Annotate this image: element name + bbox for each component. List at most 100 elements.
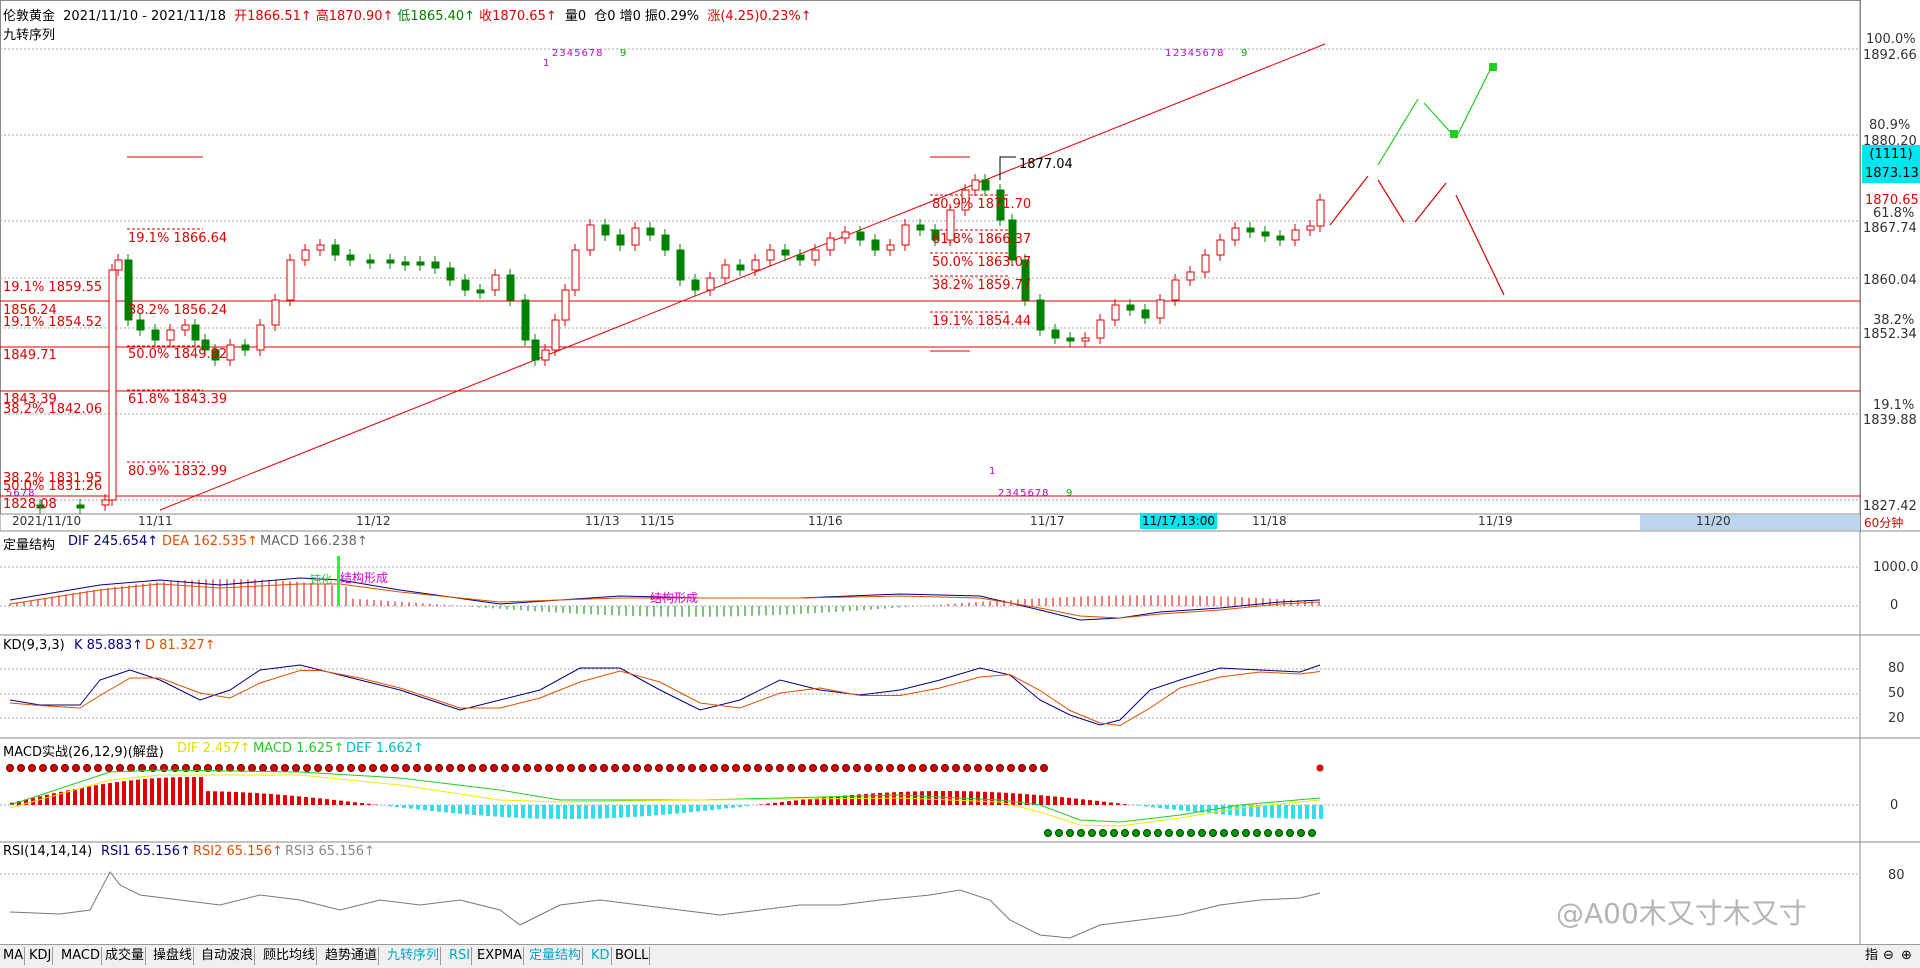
zoom-out-icon[interactable]: ⊖ <box>1882 947 1895 965</box>
level-label: 1849.71 <box>3 348 57 363</box>
fib-label: 19.1% 1854.44 <box>932 314 1031 329</box>
time-label: 11/17 <box>1030 514 1065 528</box>
chart-canvas[interactable] <box>0 0 1920 944</box>
macd2-histogram <box>7 765 1324 837</box>
fib-label: 50.0% 1863.07 <box>932 255 1031 270</box>
seq-number: 1 <box>1165 48 1171 59</box>
rsi-line <box>10 872 1320 938</box>
panel-title: MACD实战(26,12,9)(解盘) <box>3 741 164 760</box>
zoom-in-icon[interactable]: ⊕ <box>1900 947 1913 965</box>
tab-expma[interactable]: EXPMA <box>476 947 524 965</box>
seq-number: 9 <box>1241 48 1247 59</box>
panel-note: 结构形成 <box>340 569 388 586</box>
high-mark-label: 1877.04 <box>1019 157 1073 172</box>
axis-label: 1892.66 <box>1863 48 1917 63</box>
fib-label: 61.8% 1843.39 <box>128 392 227 407</box>
rsi3-value: RSI3 65.156↑ <box>285 844 375 859</box>
def-value: DEF 1.662↑ <box>346 741 424 756</box>
axis-label: 1860.04 <box>1863 273 1917 288</box>
fib-label: 19.1% 1866.64 <box>128 231 227 246</box>
change-value: 涨(4.25)0.23%↑ <box>707 9 811 24</box>
tab-kdj[interactable]: KDJ <box>28 947 53 965</box>
seq-number: 9 <box>1066 488 1072 499</box>
axis-label: 80.9% <box>1869 118 1910 133</box>
time-label: 11/11 <box>138 514 173 528</box>
low-value: 低1865.40↑ <box>397 9 475 24</box>
fib-label: 80.9% 1832.99 <box>128 464 227 479</box>
current-box-count: (1111) <box>1865 147 1917 162</box>
time-label: 11/20 <box>1696 514 1731 528</box>
tab-trade-line[interactable]: 操盘线 <box>152 947 194 965</box>
current-box-price: 1873.13 <box>1865 166 1919 181</box>
kd-lines <box>10 665 1320 726</box>
time-label: 11/15 <box>640 514 675 528</box>
panel-note: 结构形成 <box>650 589 698 606</box>
panel-title: KD(9,3,3) <box>3 638 65 653</box>
time-label: 11/12 <box>356 514 391 528</box>
tab-trend-channel[interactable]: 趋势通道 <box>324 947 379 965</box>
tab-index[interactable]: 指 <box>1864 947 1879 965</box>
fib-label: 38.2% 1859.77 <box>932 278 1031 293</box>
axis-label: 100.0% <box>1866 32 1916 47</box>
seq-number: 9 <box>620 48 626 59</box>
amplitude-value: 振0.29% <box>645 9 699 24</box>
axis-label: 19.1% <box>1873 398 1914 413</box>
date-range: 2021/11/10 - 2021/11/18 <box>63 9 226 24</box>
axis-label: 0 <box>1890 798 1898 813</box>
tab-quant-structure[interactable]: 定量结构 <box>528 947 583 965</box>
tab-rsi[interactable]: RSI <box>448 947 472 965</box>
seq-number: 1 <box>543 58 549 69</box>
tab-ma[interactable]: MA <box>2 947 25 965</box>
time-cursor: 11/17,13:00 <box>1140 513 1217 529</box>
time-label: 11/19 <box>1478 514 1513 528</box>
axis-label: 1827.42 <box>1863 499 1917 514</box>
level-label: 19.1% 1854.52 <box>3 315 102 330</box>
axis-label: 50 <box>1888 686 1905 701</box>
axis-label: 80 <box>1888 868 1905 883</box>
fib-label: 50.0% 1849.82 <box>128 347 227 362</box>
period-label[interactable]: 60分钟 <box>1864 514 1903 531</box>
increase-value: 增0 <box>620 9 641 24</box>
chart-header: 伦敦黄金 2021/11/10 - 2021/11/18 开1866.51↑高1… <box>3 5 816 24</box>
close-value: 收1870.65↑ <box>479 9 557 24</box>
open-value: 开1866.51↑ <box>234 9 312 24</box>
axis-label: 80 <box>1888 661 1905 676</box>
panel-note: 钝化 <box>310 571 332 587</box>
tab-auto-wave[interactable]: 自动波浪 <box>200 947 255 965</box>
time-label: 2021/11/10 <box>12 514 81 528</box>
watermark: @A00木又寸木又寸 <box>1556 892 1807 932</box>
volume-value: 量0 <box>565 9 586 24</box>
level-label: 1828.08 <box>3 497 57 512</box>
seq-number: 1 <box>989 466 995 477</box>
axis-label: 1000.0 <box>1873 560 1919 575</box>
axis-label: 38.2% <box>1873 313 1914 328</box>
tab-td-sequence[interactable]: 九转序列 <box>386 947 441 965</box>
tab-macd[interactable]: MACD <box>60 947 102 965</box>
k-value: K 85.883↑ <box>74 638 143 653</box>
seq-number: 2345678 <box>552 48 604 59</box>
fib-label: 80.9% 1871.70 <box>932 197 1031 212</box>
panel-title: RSI(14,14,14) <box>3 844 92 859</box>
axis-label: 1839.88 <box>1863 413 1917 428</box>
axis-label: 61.8% <box>1873 206 1914 221</box>
axis-label: 1852.34 <box>1863 327 1917 342</box>
tab-kd[interactable]: KD <box>590 947 612 965</box>
dif-value: DIF 2.457↑ <box>177 741 251 756</box>
tab-guppy[interactable]: 顾比均线 <box>262 947 317 965</box>
rsi1-value: RSI1 65.156↑ <box>101 844 191 859</box>
axis-label: 0 <box>1890 598 1898 613</box>
symbol-name: 伦敦黄金 <box>3 9 55 24</box>
panel-title: 定量结构 <box>3 534 55 553</box>
indicator-tab-bar: MA KDJ MACD 成交量 操盘线 自动波浪 顾比均线 趋势通道 九转序列 … <box>0 944 1920 968</box>
level-label: 38.2% 1842.06 <box>3 402 102 417</box>
d-value: D 81.327↑ <box>145 638 216 653</box>
fib-label: 61.8% 1866.37 <box>932 232 1031 247</box>
candlestick-series <box>37 174 1324 514</box>
seq-number: 2345678 <box>1173 48 1225 59</box>
indicator-name: 九转序列 <box>3 24 55 43</box>
tab-boll[interactable]: BOLL <box>614 947 650 965</box>
time-label: 11/18 <box>1252 514 1287 528</box>
tab-volume[interactable]: 成交量 <box>104 947 146 965</box>
seq-number: 2345678 <box>998 488 1050 499</box>
level-label: 19.1% 1859.55 <box>3 280 102 295</box>
